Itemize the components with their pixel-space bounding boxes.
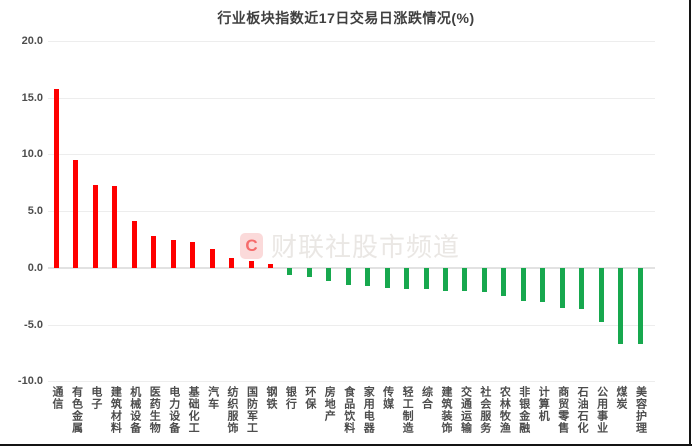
bar bbox=[598, 267, 604, 323]
y-tick-label: 5.0 bbox=[27, 205, 43, 218]
gridline bbox=[48, 381, 655, 383]
bar bbox=[326, 267, 332, 282]
x-axis-label: 电力设备 bbox=[167, 386, 180, 434]
y-tick-label: -5.0 bbox=[24, 318, 43, 331]
bar bbox=[462, 267, 468, 291]
x-axis-label: 银行 bbox=[284, 386, 297, 410]
x-axis-label: 环保 bbox=[303, 386, 316, 410]
bar bbox=[209, 248, 215, 268]
y-tick-label: -10.0 bbox=[17, 375, 43, 388]
screenshot-edge-bottom bbox=[0, 444, 692, 446]
x-axis-label: 农林牧渔 bbox=[498, 386, 511, 434]
bar bbox=[404, 267, 410, 290]
bar bbox=[501, 267, 507, 297]
bar bbox=[637, 267, 643, 344]
x-axis-label: 电子 bbox=[89, 386, 102, 410]
bar bbox=[345, 267, 351, 285]
x-axis-label: 交通运输 bbox=[459, 386, 472, 434]
y-tick-label: 15.0 bbox=[21, 91, 43, 104]
bar bbox=[267, 264, 273, 268]
x-axis-label: 建筑材料 bbox=[109, 386, 122, 434]
x-axis-label: 传媒 bbox=[381, 386, 394, 410]
x-axis-label: 公用事业 bbox=[595, 386, 608, 434]
bar bbox=[92, 185, 98, 268]
bar bbox=[248, 261, 254, 268]
bar bbox=[131, 221, 137, 268]
gridline bbox=[48, 97, 655, 99]
gridline bbox=[48, 41, 655, 42]
bar bbox=[170, 239, 176, 268]
bar bbox=[112, 186, 118, 268]
x-axis-label: 有色金属 bbox=[70, 386, 83, 434]
x-axis-label: 社会服务 bbox=[478, 386, 491, 434]
bar bbox=[384, 267, 390, 289]
x-axis-label: 计算机 bbox=[537, 386, 550, 422]
bar bbox=[190, 241, 196, 268]
x-axis-label: 汽车 bbox=[206, 386, 219, 410]
y-tick-label: 0.0 bbox=[27, 261, 43, 274]
bar bbox=[618, 267, 624, 344]
zero-gridline bbox=[48, 266, 655, 269]
bar bbox=[287, 267, 293, 275]
x-axis-label: 通信 bbox=[51, 386, 63, 410]
gridline bbox=[48, 211, 655, 213]
bar bbox=[423, 267, 429, 290]
y-tick-label: 10.0 bbox=[21, 148, 43, 161]
x-axis-label: 综合 bbox=[420, 386, 433, 410]
x-axis-label: 美容护理 bbox=[634, 386, 647, 434]
x-axis-label: 非银金融 bbox=[517, 386, 530, 434]
x-axis-label: 医药生物 bbox=[148, 386, 161, 434]
gridline bbox=[48, 154, 655, 156]
cailianshe-logo: C bbox=[240, 232, 263, 259]
bar bbox=[151, 236, 157, 268]
chart-title: 行业板块指数近17日交易日涨跌情况(%) bbox=[217, 10, 475, 26]
bar bbox=[481, 267, 487, 292]
bar bbox=[579, 267, 585, 309]
x-axis-label: 建筑装饰 bbox=[440, 386, 452, 434]
bar bbox=[54, 88, 59, 268]
bar bbox=[306, 267, 312, 277]
x-axis-label: 基础化工 bbox=[187, 386, 200, 434]
bar bbox=[73, 160, 79, 268]
x-axis-label: 食品饮料 bbox=[342, 386, 355, 434]
x-axis-label: 商贸零售 bbox=[556, 386, 569, 434]
bar bbox=[540, 267, 546, 302]
x-axis-label: 煤炭 bbox=[615, 386, 628, 410]
x-axis-label: 钢铁 bbox=[264, 386, 277, 410]
x-axis-label: 机械设备 bbox=[128, 386, 141, 434]
bar bbox=[559, 267, 565, 308]
x-axis-label: 轻工制造 bbox=[401, 386, 414, 434]
x-axis-label: 石油石化 bbox=[576, 386, 589, 434]
watermark: C 财联社股市频道 bbox=[240, 227, 460, 264]
bar bbox=[365, 267, 371, 286]
x-axis-label: 纺织服饰 bbox=[226, 386, 239, 434]
bar bbox=[443, 267, 448, 291]
x-axis-label: 国防军工 bbox=[245, 386, 258, 434]
x-axis-label: 房地产 bbox=[323, 386, 336, 422]
gridline bbox=[48, 324, 655, 326]
bar bbox=[229, 257, 235, 268]
y-tick-label: 20.0 bbox=[21, 35, 43, 47]
screenshot-edge-right bbox=[689, 0, 691, 446]
x-axis-label: 家用电器 bbox=[362, 386, 375, 434]
bar bbox=[520, 267, 526, 301]
watermark-text: 财联社股市频道 bbox=[271, 232, 461, 262]
